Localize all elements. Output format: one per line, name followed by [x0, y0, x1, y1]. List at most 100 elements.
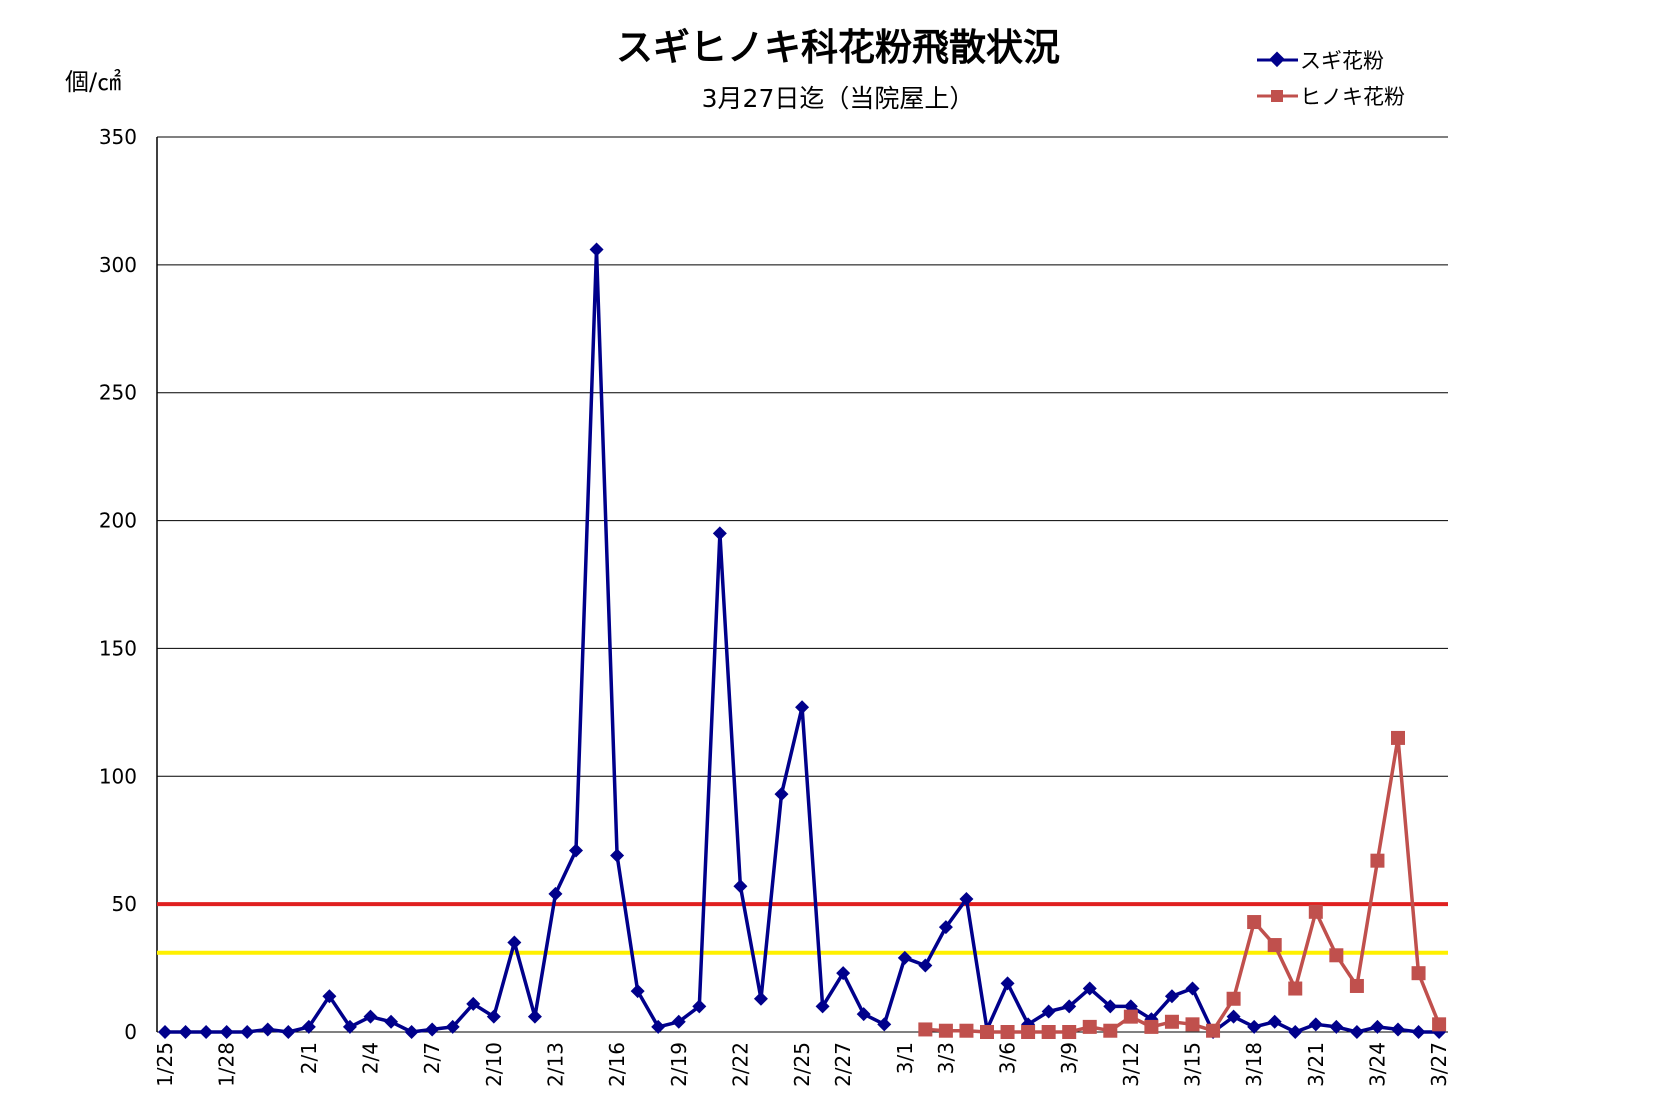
data-point	[1000, 976, 1015, 991]
data-point	[815, 999, 830, 1014]
data-point	[466, 996, 481, 1011]
x-tick-label: 3/18	[1242, 1042, 1266, 1087]
y-tick-label: 250	[99, 381, 137, 405]
data-point	[1411, 966, 1426, 981]
data-point	[753, 991, 768, 1006]
data-point	[486, 1009, 501, 1024]
chart-subtitle: 3月27日迄（当院屋上）	[702, 84, 975, 113]
data-point	[260, 1022, 275, 1037]
data-point	[938, 1023, 953, 1038]
data-point	[1103, 999, 1118, 1014]
data-point	[1021, 1025, 1036, 1039]
data-point	[363, 1009, 378, 1024]
data-point	[1082, 981, 1097, 996]
data-point	[404, 1025, 419, 1039]
data-point	[938, 920, 953, 935]
x-tick-label: 2/4	[359, 1042, 383, 1074]
data-point	[1308, 1017, 1323, 1032]
data-point	[569, 843, 583, 858]
y-tick-label: 50	[112, 892, 137, 916]
x-tick-label: 2/13	[543, 1042, 567, 1087]
x-tick-label: 3/24	[1365, 1042, 1389, 1087]
data-point	[301, 1019, 316, 1034]
x-tick-label: 3/3	[934, 1042, 958, 1074]
data-point	[322, 989, 337, 1004]
x-tick-label: 2/27	[831, 1042, 855, 1087]
y-axis-ticks: 0 50 100 150 200 250 300 350	[99, 125, 137, 1044]
y-tick-label: 300	[99, 253, 137, 277]
x-tick-label: 1/28	[215, 1042, 239, 1087]
data-point	[1308, 904, 1323, 919]
x-tick-label: 2/19	[667, 1042, 691, 1087]
data-point	[1288, 981, 1303, 996]
data-point	[507, 935, 522, 950]
legend-marker-hinoki	[1271, 90, 1283, 102]
x-tick-label: 3/27	[1427, 1042, 1451, 1087]
series	[158, 242, 1447, 1039]
series-line	[165, 247, 1440, 1034]
legend-marker-sugi	[1269, 51, 1285, 68]
data-point	[1123, 1009, 1138, 1024]
x-tick-label: 2/10	[482, 1042, 506, 1087]
data-point	[1411, 1025, 1426, 1039]
data-point	[712, 526, 727, 541]
data-point	[1288, 1025, 1303, 1039]
data-point	[158, 1025, 172, 1039]
x-tick-label: 3/9	[1057, 1042, 1081, 1074]
grid	[156, 136, 1448, 1033]
data-point	[671, 1014, 686, 1029]
x-tick-label: 2/16	[605, 1042, 629, 1087]
data-point	[1329, 1019, 1344, 1034]
data-point	[1082, 1019, 1097, 1034]
data-point	[384, 1014, 399, 1029]
data-point	[733, 879, 748, 894]
data-point	[178, 1025, 193, 1039]
data-point	[1164, 989, 1179, 1004]
series-sugi	[158, 242, 1447, 1039]
data-point	[959, 1023, 974, 1038]
data-point	[527, 1009, 542, 1024]
x-tick-label: 2/7	[420, 1042, 444, 1074]
data-point	[1041, 1004, 1056, 1019]
data-point	[548, 886, 563, 901]
data-point	[1432, 1017, 1447, 1032]
y-tick-label: 0	[124, 1020, 137, 1044]
data-point	[1041, 1025, 1056, 1039]
data-point	[1206, 1023, 1221, 1038]
data-point	[1267, 938, 1282, 953]
x-tick-label: 3/15	[1181, 1042, 1205, 1087]
data-point	[1185, 981, 1200, 996]
data-point	[918, 958, 933, 973]
data-point	[1226, 991, 1241, 1006]
data-point	[877, 1017, 892, 1032]
data-point	[219, 1025, 234, 1039]
reference-lines	[157, 902, 1448, 955]
data-point	[1267, 1014, 1282, 1029]
data-point	[897, 950, 912, 965]
data-point	[856, 1007, 871, 1022]
x-axis-ticks: 1/25 1/28 2/1 2/4 2/7 2/10 2/13 2/16 2/19 2/22 2/2…	[153, 1042, 1451, 1087]
data-point	[199, 1025, 214, 1039]
data-point	[1370, 853, 1385, 868]
y-axis-unit: 個/㎠	[65, 68, 121, 96]
data-point	[1370, 1019, 1385, 1034]
data-point	[281, 1025, 296, 1039]
data-point	[651, 1019, 666, 1034]
x-tick-label: 2/25	[790, 1042, 814, 1087]
x-tick-label: 3/12	[1119, 1042, 1143, 1087]
y-tick-label: 150	[99, 636, 137, 660]
y-tick-label: 200	[99, 509, 137, 533]
data-point	[1349, 1025, 1364, 1039]
data-point	[795, 700, 810, 715]
data-point	[1103, 1023, 1118, 1038]
legend: スギ花粉 ヒノキ花粉	[1257, 49, 1405, 109]
data-point	[589, 242, 604, 257]
y-tick-label: 350	[99, 125, 137, 149]
x-tick-label: 2/22	[728, 1042, 752, 1087]
legend-item-sugi: スギ花粉	[1257, 49, 1384, 73]
x-tick-label: 3/21	[1304, 1042, 1328, 1087]
data-point	[342, 1019, 357, 1034]
x-tick-label: 3/6	[996, 1042, 1020, 1074]
data-point	[610, 848, 625, 863]
data-point	[1062, 999, 1077, 1014]
